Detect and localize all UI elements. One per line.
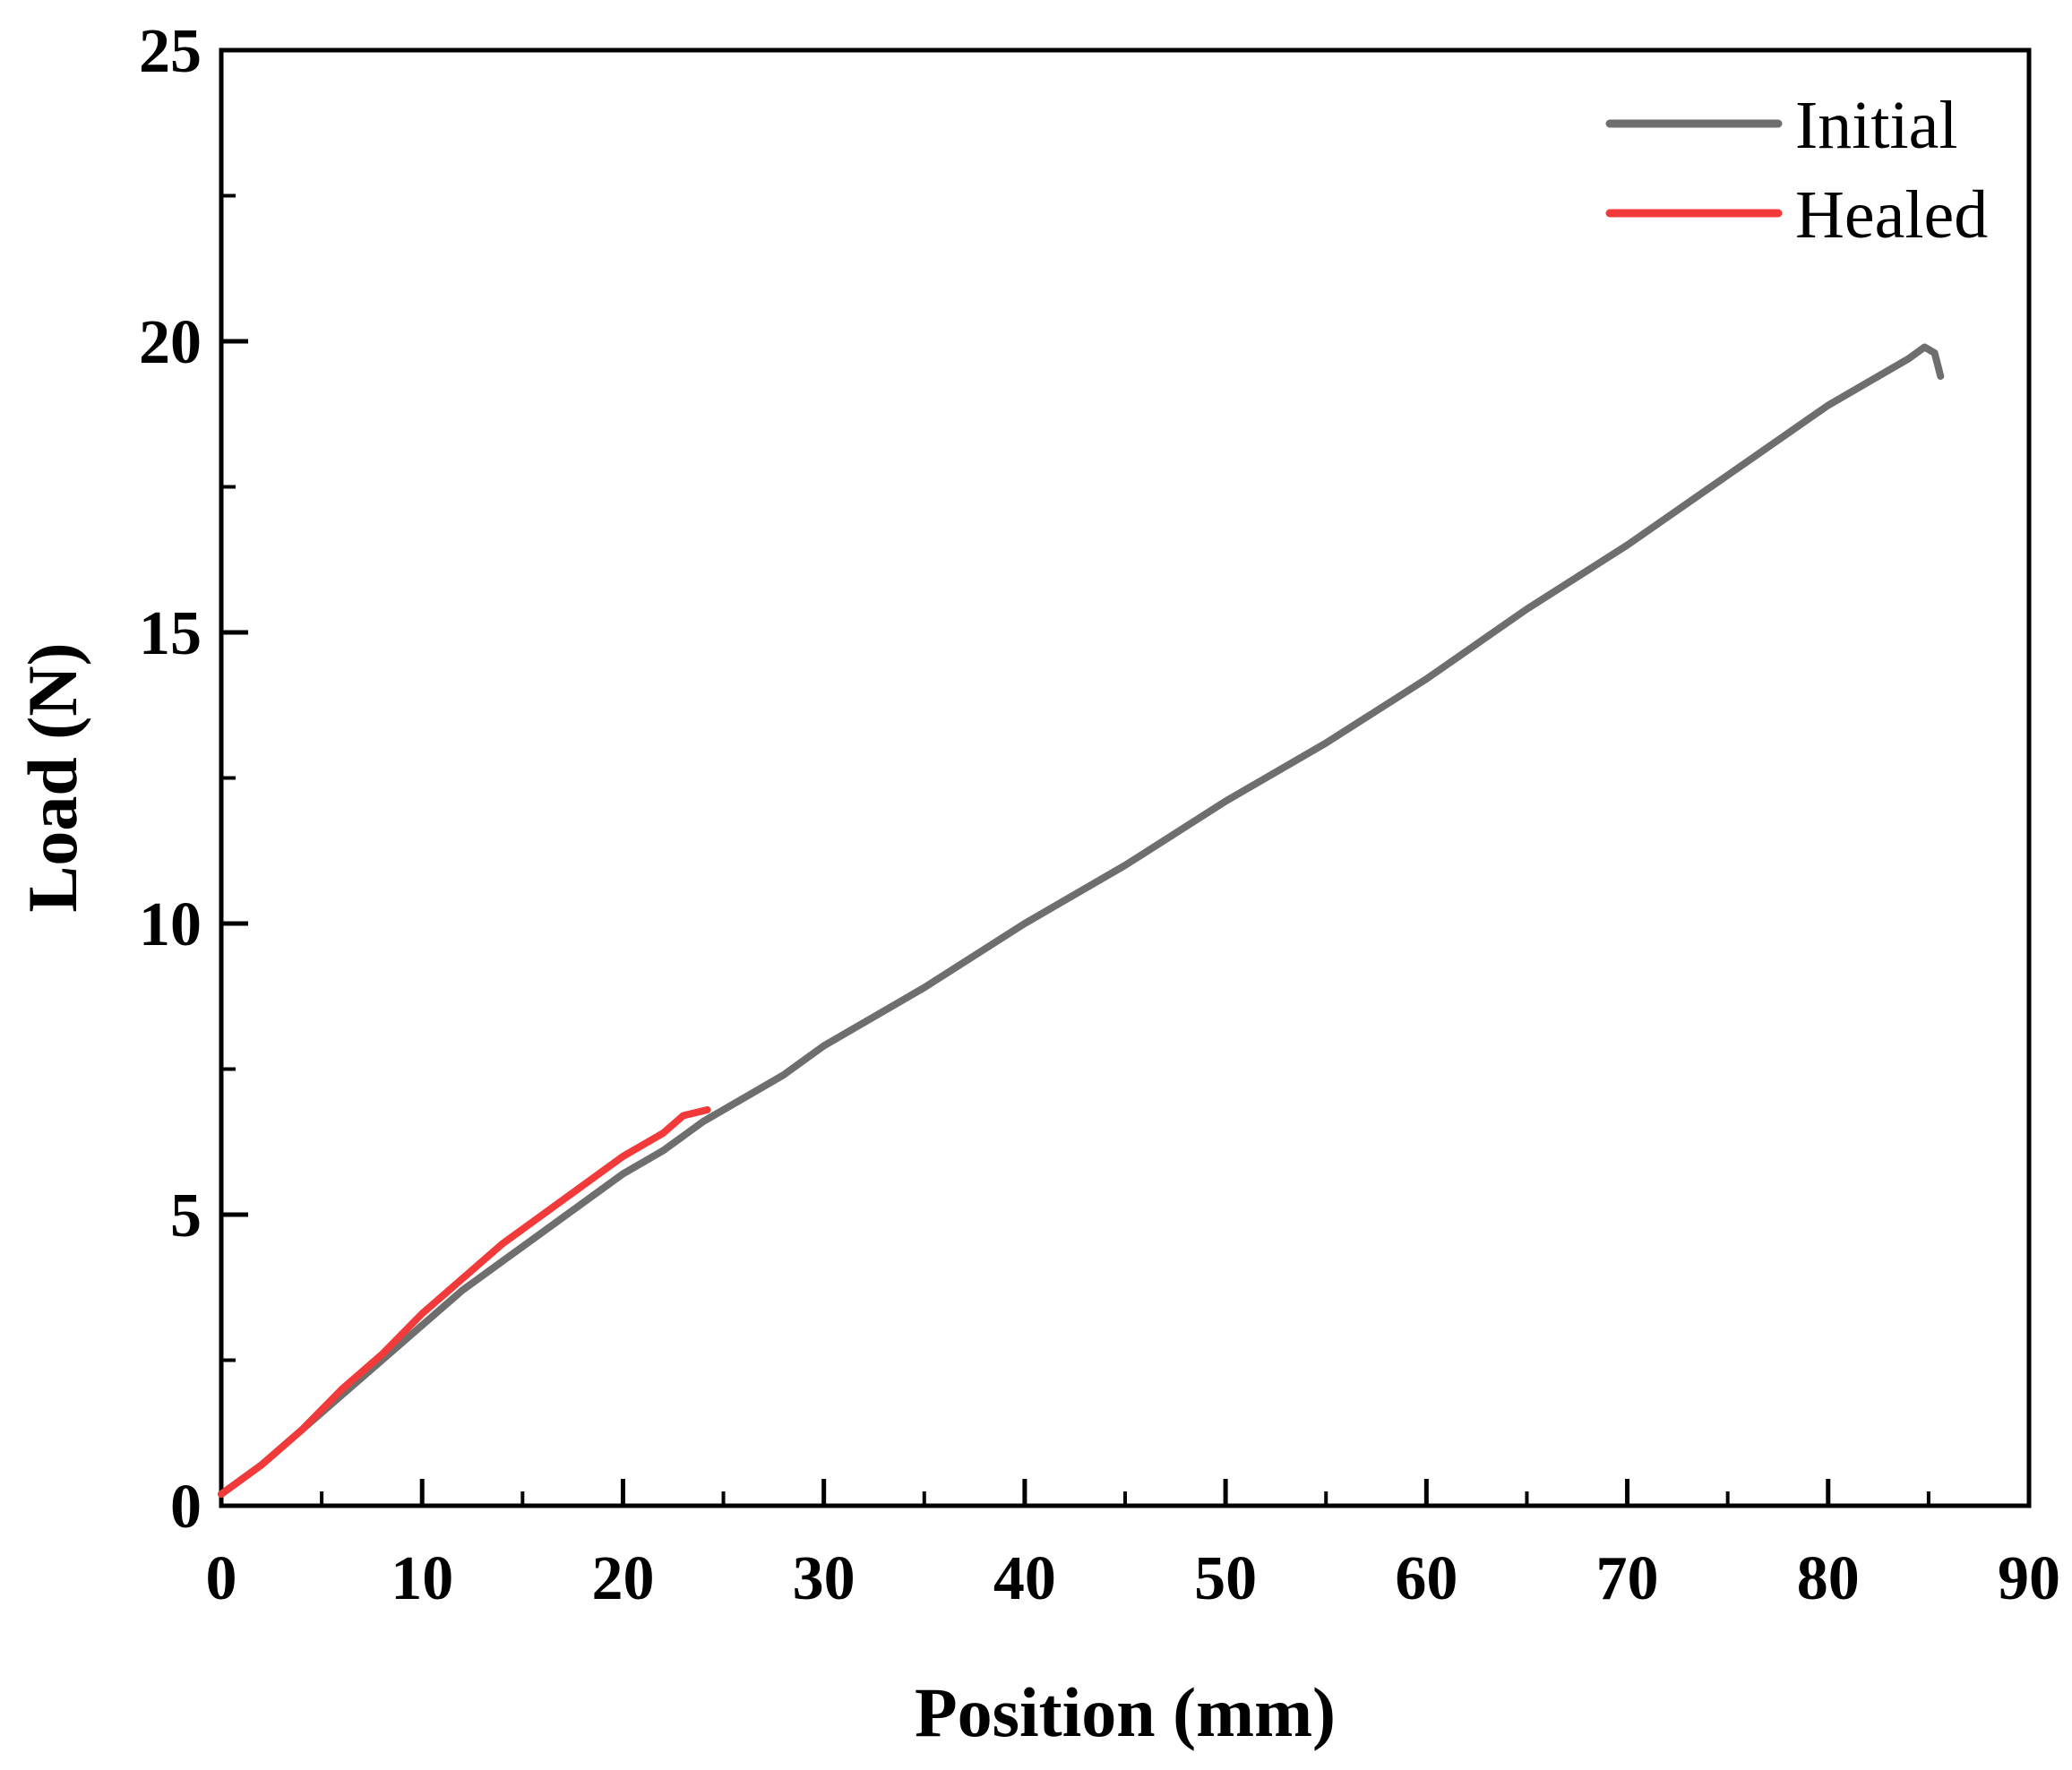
x-tick-label: 70 bbox=[1596, 1544, 1659, 1613]
y-axis-title: Load (N) bbox=[13, 642, 91, 912]
x-tick-label: 20 bbox=[591, 1544, 654, 1613]
x-axis-title: Position (mm) bbox=[915, 1673, 1336, 1751]
y-tick-label: 20 bbox=[139, 308, 202, 377]
y-tick-label: 5 bbox=[170, 1181, 202, 1250]
x-tick-label: 80 bbox=[1797, 1544, 1860, 1613]
ticks-layer: 0 10 20 30 40 50 60 70 80 90 0 5 10 15 20 25 bbox=[139, 17, 2060, 1613]
x-tick-label: 90 bbox=[1998, 1544, 2060, 1613]
x-tick-label: 50 bbox=[1194, 1544, 1257, 1613]
y-tick-label: 10 bbox=[139, 890, 202, 959]
x-tick-label: 40 bbox=[993, 1544, 1056, 1613]
legend: Initial Healed bbox=[1605, 88, 1988, 253]
plot-frame bbox=[219, 47, 2032, 1508]
series-line-healed bbox=[218, 1106, 711, 1498]
x-tick-label: 0 bbox=[206, 1544, 237, 1613]
series-line-initial bbox=[218, 343, 1945, 1498]
y-tick-label: 0 bbox=[170, 1473, 202, 1542]
legend-label-initial: Initial bbox=[1795, 88, 1958, 163]
x-tick-label: 60 bbox=[1395, 1544, 1457, 1613]
series-layer bbox=[218, 343, 1945, 1498]
x-tick-label: 30 bbox=[793, 1544, 855, 1613]
x-tick-label: 10 bbox=[391, 1544, 453, 1613]
y-tick-label: 15 bbox=[139, 599, 202, 668]
legend-label-healed: Healed bbox=[1795, 177, 1988, 253]
y-tick-label: 25 bbox=[139, 17, 202, 86]
